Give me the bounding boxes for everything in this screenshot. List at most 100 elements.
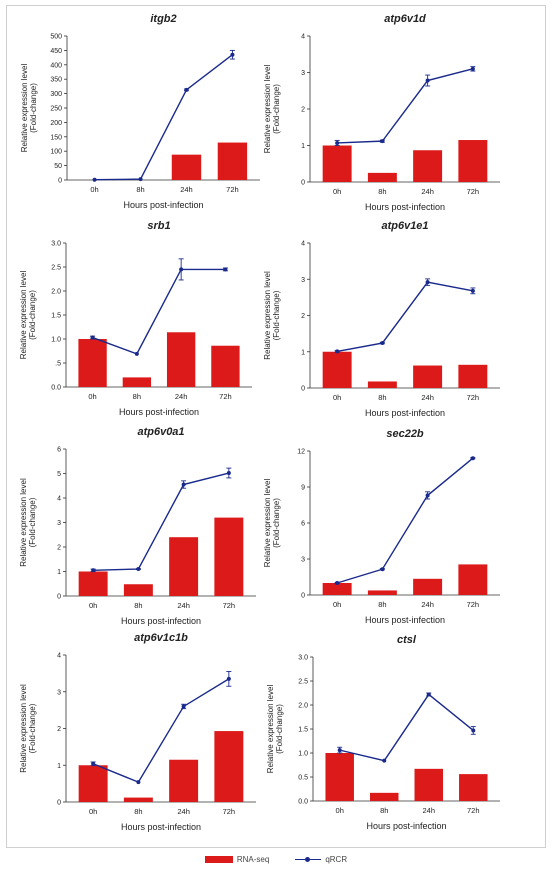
qrcr-line [94,54,233,181]
y-tick-label: 200 [50,120,62,127]
figure-frame [6,5,546,848]
y-axis-label-line: (Fold-change) [28,497,37,547]
x-tick-label: 72h [467,806,480,815]
y-tick-label: 250 [50,106,62,113]
y-tick-label: 2 [57,545,61,552]
y-tick-label: 4 [301,34,305,41]
y-tick-label: 6 [301,521,305,528]
x-axis-label: Hours post-infection [366,821,446,831]
rna-seq-bar [78,339,107,387]
rna-seq-bar [458,564,488,595]
y-tick-label: 2 [301,313,305,320]
y-axis-label: Relative expression level(Fold-change) [19,684,37,773]
x-tick-label: 24h [175,392,188,401]
legend-line-label: qRCR [325,854,348,864]
rna-seq-bar [322,351,352,388]
qrcr-point [136,567,141,572]
rna-seq-bar [413,150,443,182]
x-axis-label: Hours post-infection [119,407,199,417]
qrcr-point [179,267,184,272]
y-tick-label: 0 [301,180,305,187]
y-axis-label-line: Relative expression level [19,684,28,773]
y-tick-label: 0 [301,593,305,600]
y-tick-label: 3 [57,689,61,696]
y-tick-label: 12 [297,449,305,456]
qrcr-point [471,728,476,733]
y-tick-label: 1.5 [298,727,308,734]
y-tick-label: 500 [50,34,62,41]
y-tick-label: 1.0 [51,337,61,344]
qrcr-point [470,456,475,461]
qrcr-point [184,87,189,92]
y-tick-label: 350 [50,77,62,84]
y-tick-label: 1 [57,763,61,770]
qrcr-point [90,335,95,340]
x-tick-label: 0h [89,807,97,816]
rna-seq-bar [123,797,153,802]
y-axis-label-line: Relative expression level [19,478,28,567]
legend-bar-label: RNA-seq [236,854,270,864]
y-tick-label: 2.0 [298,703,308,710]
x-tick-label: 0h [333,187,341,196]
y-tick-label: 0.0 [51,385,61,392]
y-axis-label-line: (Fold-change) [272,498,281,548]
rna-seq-bar [171,154,202,180]
y-tick-label: 1.0 [298,751,308,758]
x-tick-label: 72h [219,392,232,401]
qrcr-point [230,52,235,57]
rna-seq-bar [458,140,488,182]
rna-seq-bar [367,381,397,388]
y-tick-label: 3 [301,70,305,77]
chart-panel: atp6v0a1 Relative expression level(Fold-c… [19,426,256,626]
y-tick-label: 0 [58,178,62,185]
y-tick-label: 2.5 [298,679,308,686]
rna-seq-bar [459,774,488,801]
chart-panel: itgb2 Relative expression level(Fold-chan… [20,13,260,210]
qrcr-line [92,678,230,784]
y-tick-label: 3 [57,520,61,527]
rna-seq-bar [169,759,199,802]
x-tick-label: 8h [380,806,388,815]
qrcr-point [226,676,231,681]
chart-title: srb1 [147,220,170,232]
y-tick-label: 100 [50,149,62,156]
y-axis-label-line: Relative expression level [263,65,272,154]
rna-seq-bar [367,590,397,595]
qrcr-point [91,761,96,766]
qrcr-point [425,78,430,83]
chart-panel: atp6v1c1b Relative expression level(Fold-… [19,632,256,832]
legend-line-swatch [295,856,322,863]
x-tick-label: 0h [336,806,344,815]
legend: RNA-seq qRCR [0,852,552,866]
rna-seq-bar [123,584,153,596]
qrcr-point [92,177,97,182]
y-tick-label: 2 [57,726,61,733]
x-tick-label: 8h [134,807,142,816]
rna-seq-bar [217,142,248,180]
x-tick-label: 24h [421,187,434,196]
y-axis-label-line: (Fold-change) [29,83,38,133]
chart-title: atp6v1e1 [381,220,428,232]
chart-title: sec22b [386,428,424,440]
y-axis-label: Relative expression level(Fold-change) [19,271,37,360]
y-tick-label: 450 [50,48,62,55]
qrcr-point [426,692,431,697]
x-axis-label: Hours post-infection [123,200,203,210]
x-axis-label: Hours post-infection [121,616,201,626]
chart-panel: ctsl Relative expression level(Fold-chang… [266,634,500,831]
y-tick-label: 0 [57,800,61,807]
y-tick-label: 4 [57,496,61,503]
legend-item-line: qRCR [295,855,347,864]
y-tick-label: 150 [50,134,62,141]
y-tick-label: 0.0 [298,799,308,806]
x-axis-label: Hours post-infection [365,408,445,418]
rna-seq-bar [414,768,444,801]
qrcr-point [138,177,143,182]
rna-seq-bar [214,517,244,596]
chart-title: atp6v1c1b [134,632,188,644]
qrcr-point [181,704,186,709]
y-tick-label: 4 [301,241,305,248]
rna-seq-bar [166,332,196,387]
y-axis-label-line: (Fold-change) [272,84,281,134]
rna-seq-bar [211,345,240,387]
